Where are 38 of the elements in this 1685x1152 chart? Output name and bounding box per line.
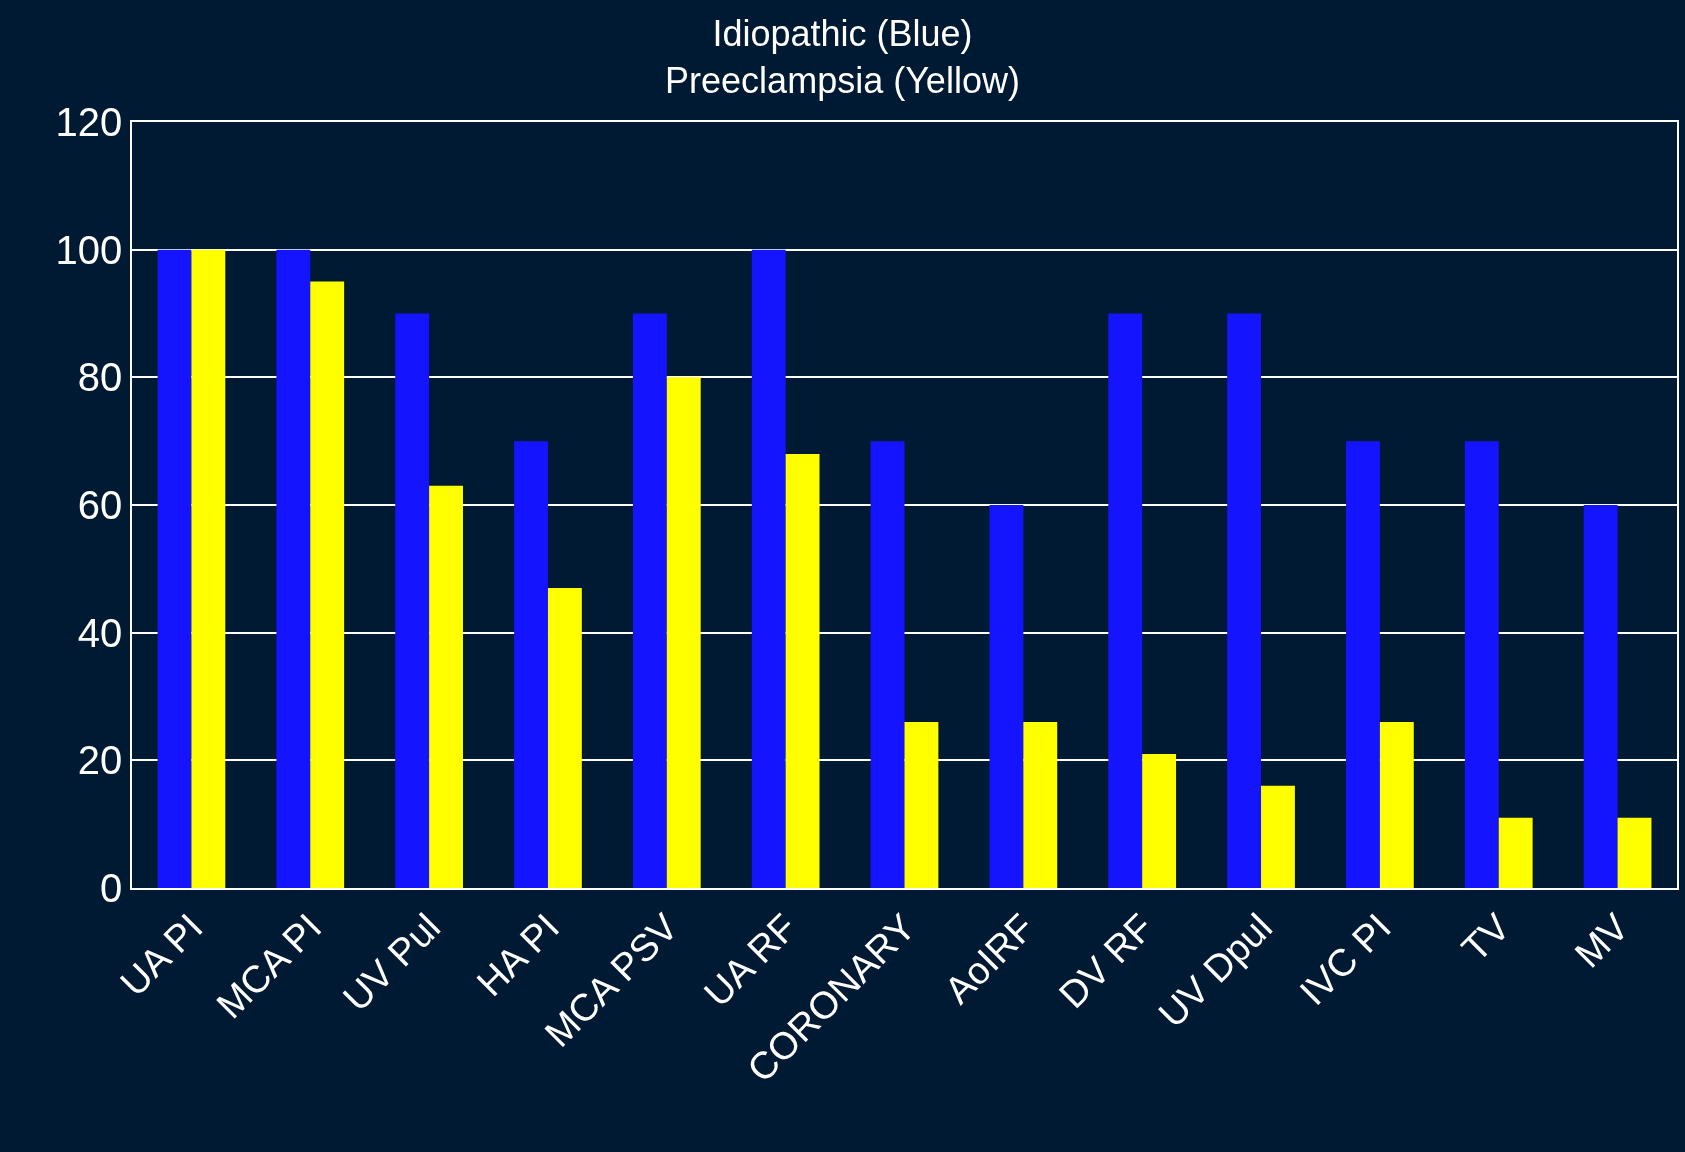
bar xyxy=(751,249,786,888)
bar xyxy=(904,722,939,888)
bar xyxy=(1498,817,1533,888)
bar xyxy=(310,281,345,888)
y-tick-label: 80 xyxy=(77,355,123,400)
y-tick-label: 100 xyxy=(55,227,123,272)
y-tick-label: 20 xyxy=(77,738,123,783)
y-tick-label: 60 xyxy=(77,483,123,527)
bar xyxy=(1464,441,1499,888)
bar xyxy=(1379,722,1414,888)
x-tick-label: UV Pul xyxy=(334,905,449,1020)
x-tick-label: MV xyxy=(1566,905,1638,976)
x-tick-label: TV xyxy=(1453,905,1519,970)
bar xyxy=(429,485,463,888)
bar xyxy=(1227,313,1262,888)
bar xyxy=(191,249,226,888)
bar xyxy=(1617,817,1652,888)
y-tick-label: 120 xyxy=(55,100,123,144)
bar xyxy=(157,249,192,888)
bar xyxy=(870,441,905,888)
x-tick-label: HA PI xyxy=(468,905,568,1005)
bar xyxy=(1346,441,1380,888)
bar xyxy=(785,453,820,888)
bar xyxy=(276,249,311,888)
chart-title: Idiopathic (Blue) Preeclampsia (Yellow) xyxy=(665,13,1020,101)
bar xyxy=(666,377,701,888)
bar xyxy=(1261,785,1295,888)
bar xyxy=(1108,313,1143,888)
bar xyxy=(1583,505,1618,888)
bar xyxy=(547,587,582,888)
bar xyxy=(1023,722,1058,888)
bar xyxy=(514,441,548,888)
bar xyxy=(632,313,667,888)
bar xyxy=(989,505,1024,888)
x-tick-label: IVC PI xyxy=(1291,905,1399,1014)
bar xyxy=(395,313,430,888)
bar xyxy=(1142,753,1177,888)
y-tick-label: 40 xyxy=(77,610,123,655)
